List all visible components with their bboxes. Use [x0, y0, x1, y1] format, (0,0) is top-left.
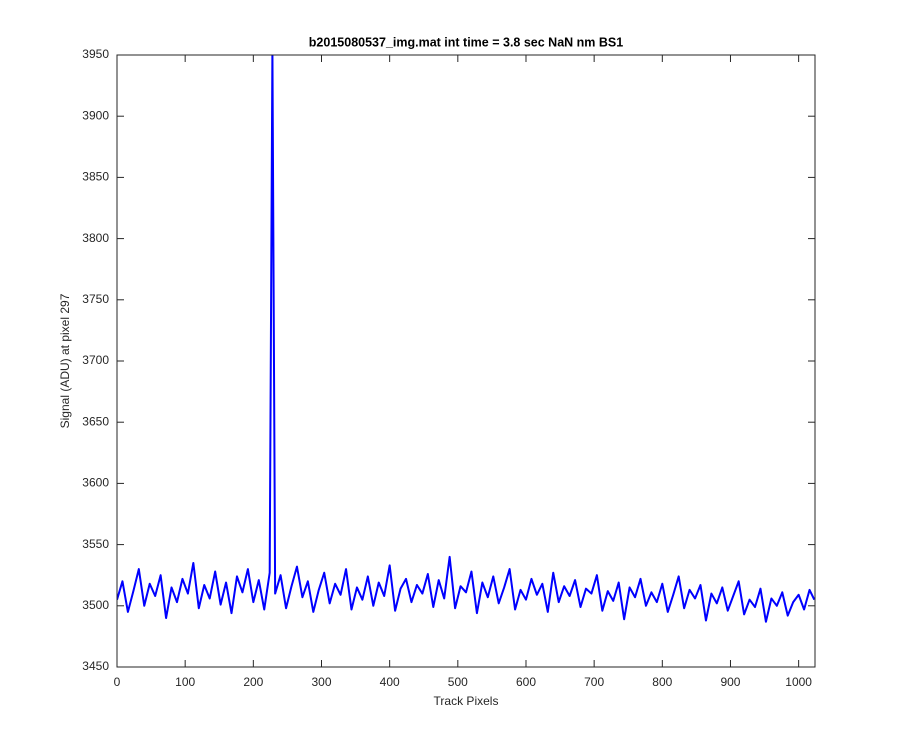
- y-tick-label: 3950: [82, 47, 109, 61]
- x-tick-label: 700: [584, 675, 604, 689]
- y-tick-label: 3600: [82, 476, 109, 490]
- y-tick-label: 3650: [82, 414, 109, 428]
- x-tick-label: 600: [516, 675, 536, 689]
- x-tick-label: 500: [448, 675, 468, 689]
- x-tick-label: 400: [380, 675, 400, 689]
- x-tick-label: 300: [311, 675, 331, 689]
- y-tick-label: 3800: [82, 231, 109, 245]
- y-tick-label: 3850: [82, 170, 109, 184]
- x-tick-label: 900: [720, 675, 740, 689]
- y-axis-label: Signal (ADU) at pixel 297: [58, 293, 72, 428]
- x-tick-label: 800: [652, 675, 672, 689]
- chart-title: b2015080537_img.mat int time = 3.8 sec N…: [309, 35, 623, 49]
- y-tick-label: 3450: [82, 659, 109, 673]
- x-tick-label: 1000: [785, 675, 812, 689]
- y-tick-label: 3700: [82, 353, 109, 367]
- y-tick-label: 3500: [82, 598, 109, 612]
- data-line: [117, 55, 815, 623]
- x-tick-label: 200: [243, 675, 263, 689]
- x-tick-label: 100: [175, 675, 195, 689]
- x-axis-label: Track Pixels: [434, 694, 499, 708]
- y-tick-label: 3750: [82, 292, 109, 306]
- x-tick-label: 0: [114, 675, 121, 689]
- y-tick-label: 3550: [82, 537, 109, 551]
- plot-area: [117, 55, 815, 623]
- y-tick-label: 3900: [82, 108, 109, 122]
